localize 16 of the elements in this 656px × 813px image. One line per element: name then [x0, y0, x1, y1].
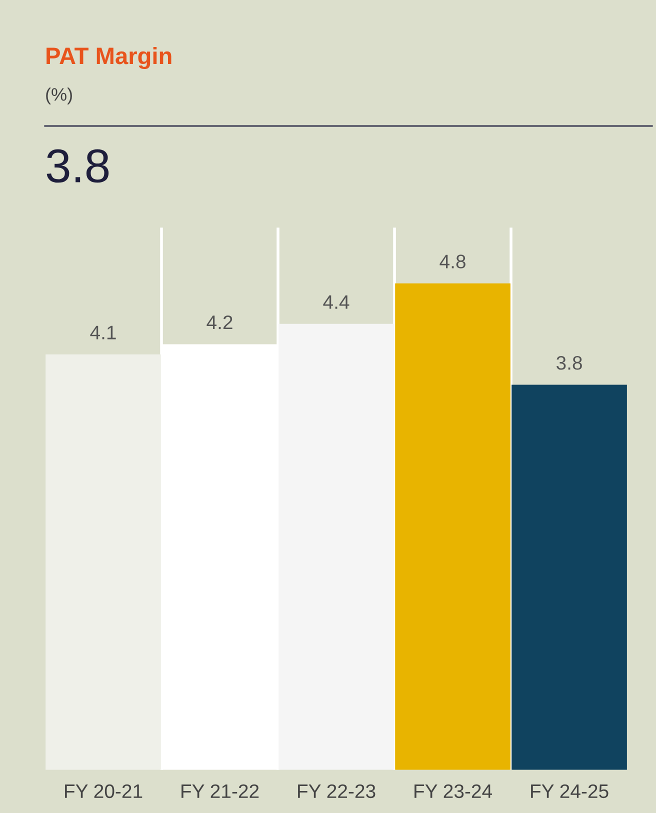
bar	[512, 384, 627, 770]
text: 3.8	[46, 149, 109, 183]
data-label: 4.2	[206, 315, 232, 330]
x-tick-label: FY 22-23	[298, 784, 376, 798]
x-tick-label: FY 23-24	[414, 784, 492, 798]
chart-subtitle: (%)	[46, 88, 72, 104]
data-label: 4.1	[90, 326, 116, 340]
data-label: 3.8	[556, 356, 582, 370]
chart-title: PAT Margin	[46, 46, 172, 70]
bar	[395, 283, 510, 770]
bar	[46, 354, 161, 770]
data-label: 4.8	[440, 254, 466, 268]
x-tick-label: FY 21-22	[182, 784, 259, 798]
data-label: 4.4	[323, 295, 350, 309]
x-tick-label: FY 24-25	[531, 784, 608, 798]
x-tick-label: FY 20-21	[65, 784, 142, 798]
